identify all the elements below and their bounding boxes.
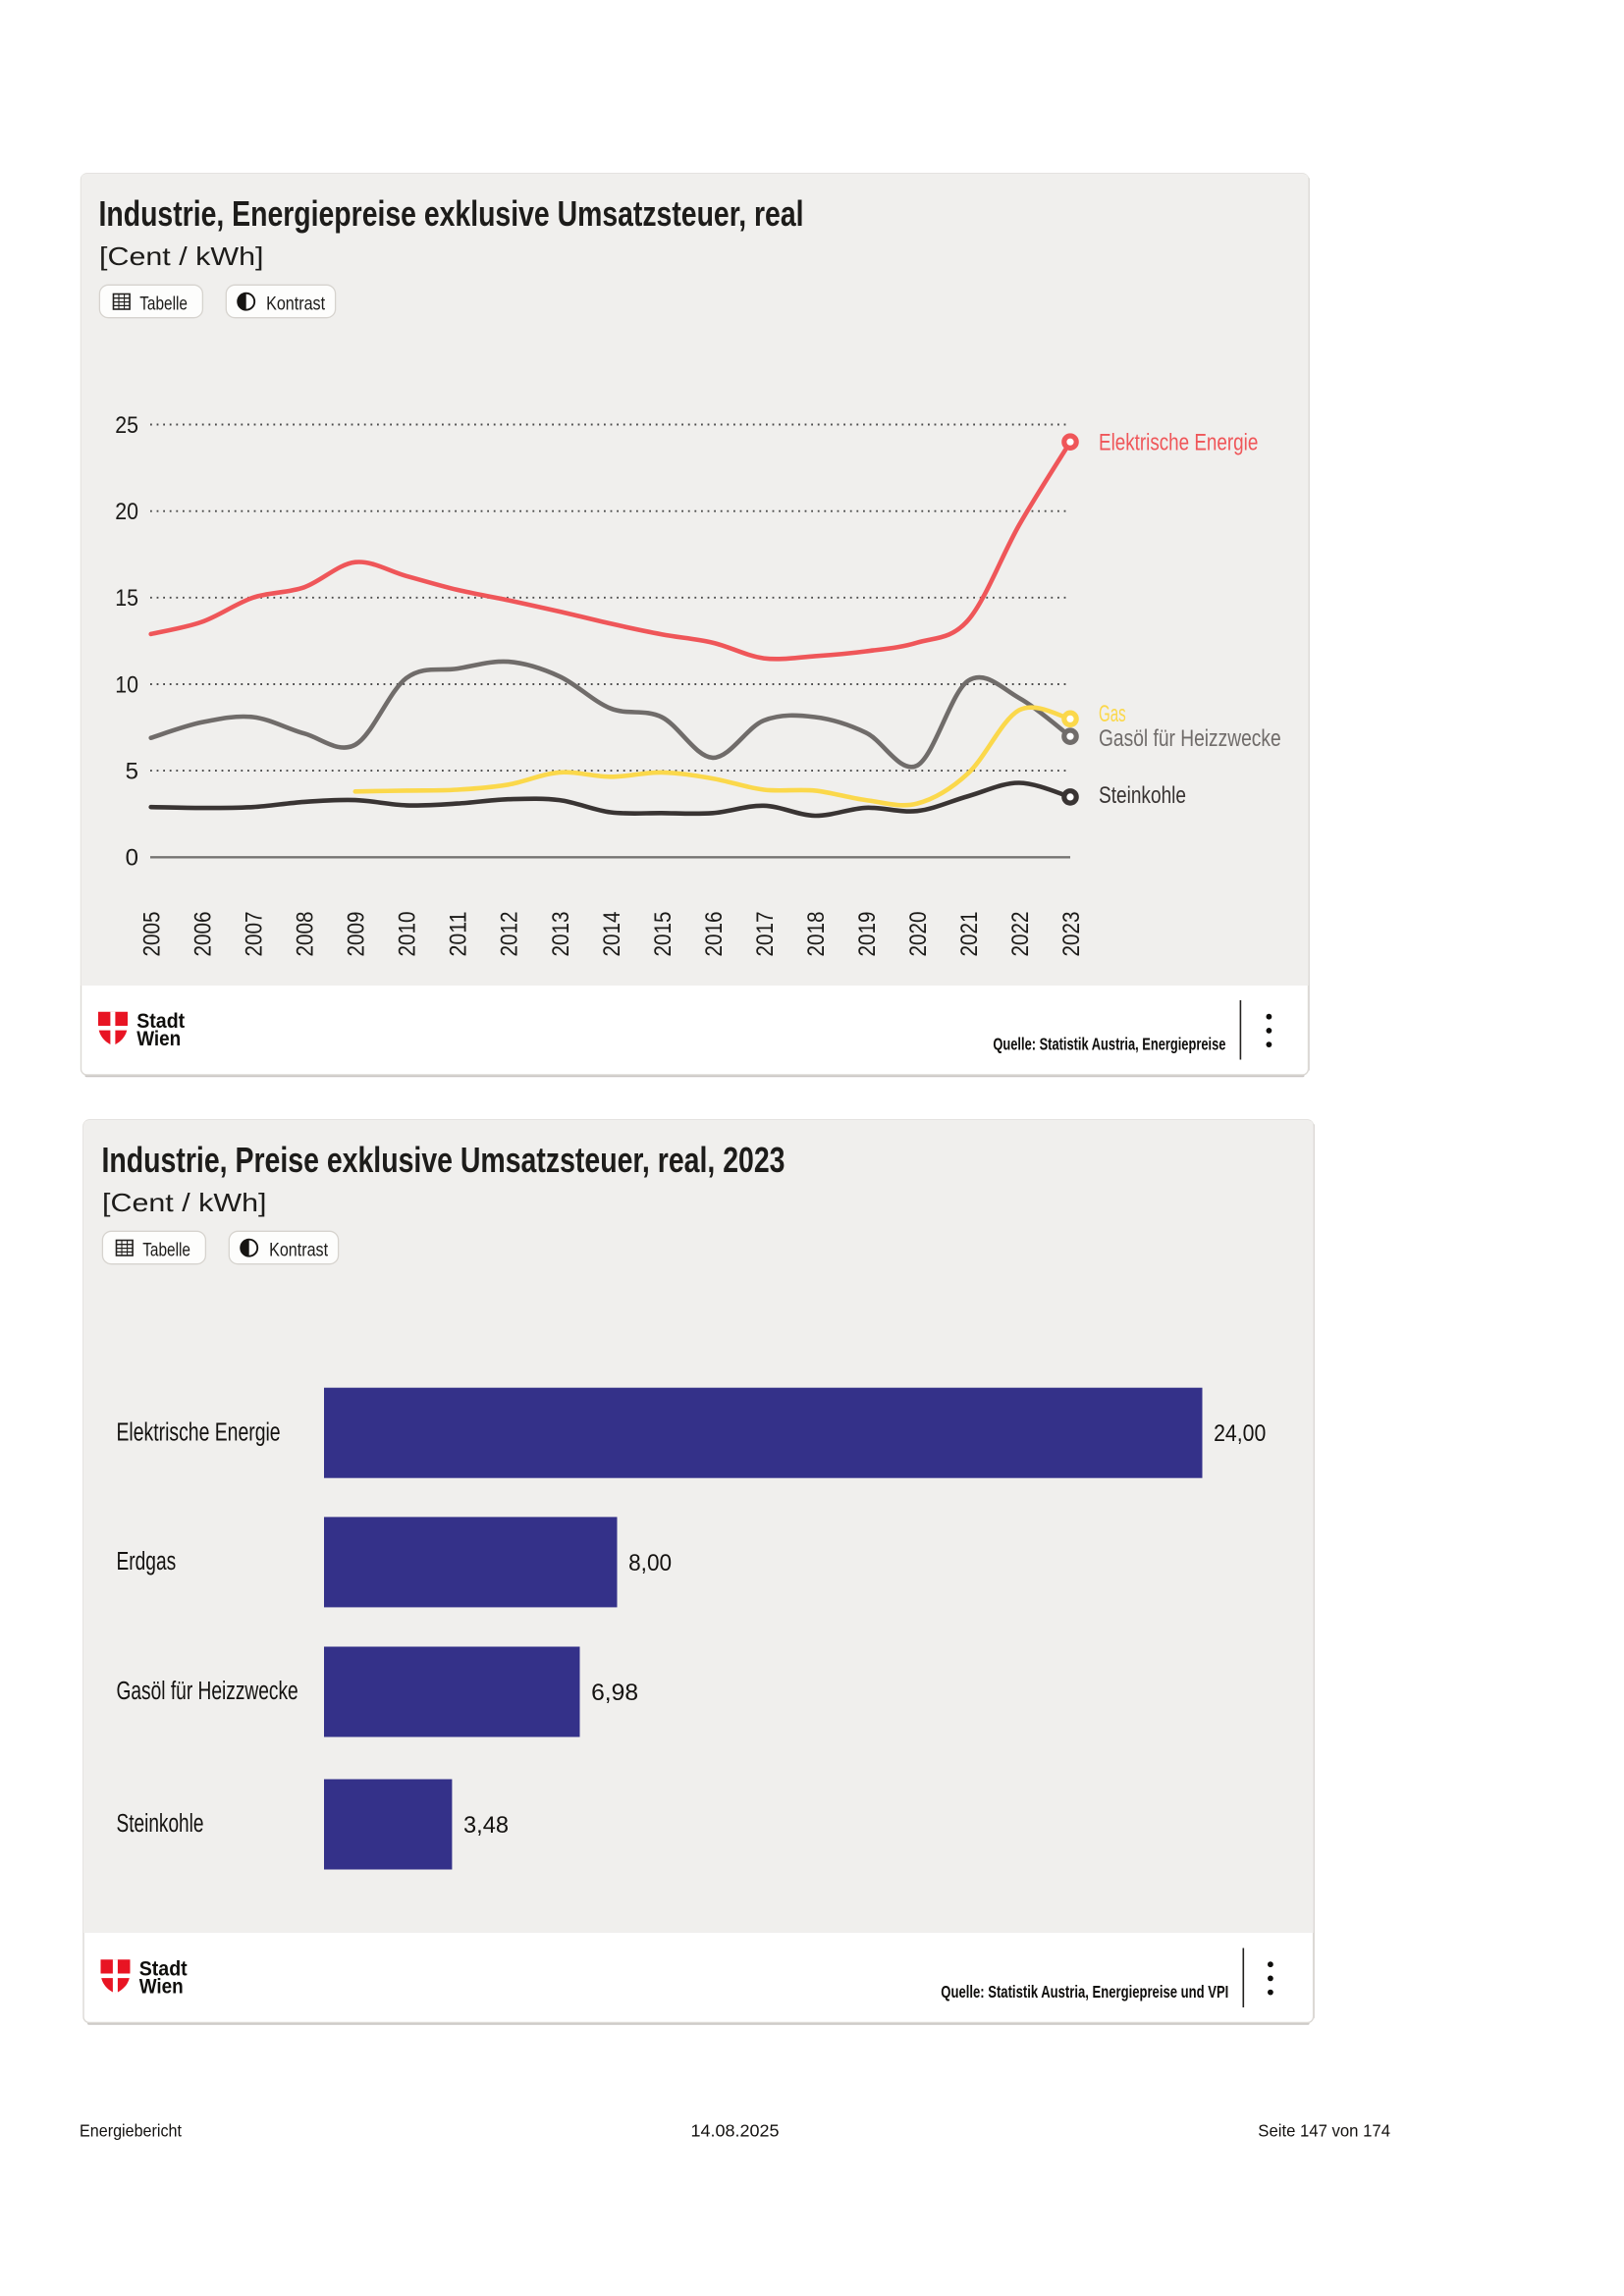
svg-text:2012: 2012: [497, 912, 523, 957]
svg-text:Elektrische Energie: Elektrische Energie: [1099, 429, 1258, 455]
svg-text:15: 15: [115, 585, 138, 612]
svg-text:2006: 2006: [190, 912, 217, 957]
svg-text:14.08.2025: 14.08.2025: [691, 2121, 780, 2141]
svg-text:Wien: Wien: [136, 1028, 181, 1050]
svg-text:2018: 2018: [803, 912, 830, 957]
svg-text:Energiebericht: Energiebericht: [80, 2121, 182, 2141]
svg-text:6,98: 6,98: [591, 1680, 638, 1706]
svg-text:2013: 2013: [548, 912, 574, 957]
svg-text:20: 20: [115, 499, 138, 525]
svg-text:8,00: 8,00: [628, 1550, 672, 1576]
svg-text:Gas: Gas: [1099, 701, 1126, 727]
svg-text:Wien: Wien: [139, 1976, 184, 1999]
svg-text:24,00: 24,00: [1214, 1420, 1266, 1447]
svg-text:3,48: 3,48: [463, 1812, 509, 1839]
svg-text:Stadt: Stadt: [136, 1010, 185, 1033]
svg-text:2007: 2007: [242, 912, 268, 957]
svg-text:Tabelle: Tabelle: [139, 294, 188, 315]
svg-text:Elektrische Energie: Elektrische Energie: [117, 1418, 281, 1446]
svg-text:2010: 2010: [395, 912, 421, 957]
svg-text:Gasöl für Heizzwecke: Gasöl für Heizzwecke: [117, 1678, 298, 1705]
svg-text:2008: 2008: [293, 912, 319, 957]
svg-text:Stadt: Stadt: [139, 1957, 188, 1980]
svg-text:Kontrast: Kontrast: [266, 294, 325, 315]
svg-text:Industrie, Preise exklusive Um: Industrie, Preise exklusive Umsatzsteuer…: [102, 1140, 785, 1180]
svg-text:Erdgas: Erdgas: [117, 1548, 177, 1575]
svg-text:Tabelle: Tabelle: [142, 1240, 190, 1261]
svg-text:2005: 2005: [139, 912, 166, 957]
svg-text:[Cent / kWh]: [Cent / kWh]: [102, 1188, 267, 1217]
svg-text:10: 10: [115, 671, 138, 698]
svg-text:2020: 2020: [905, 912, 932, 957]
svg-text:Seite 147 von 174: Seite 147 von 174: [1258, 2121, 1390, 2141]
svg-text:Quelle: Statistik Austria, Ene: Quelle: Statistik Austria, Energiepreise: [993, 1035, 1225, 1054]
svg-text:Industrie, Energiepreise exklu: Industrie, Energiepreise exklusive Umsat…: [99, 193, 804, 234]
svg-text:2021: 2021: [956, 912, 983, 957]
svg-text:2016: 2016: [701, 912, 728, 957]
svg-text:Kontrast: Kontrast: [269, 1240, 328, 1261]
svg-text:[Cent / kWh]: [Cent / kWh]: [99, 241, 264, 271]
svg-text:2022: 2022: [1007, 912, 1034, 957]
svg-text:0: 0: [126, 845, 138, 872]
svg-text:Steinkohle: Steinkohle: [117, 1810, 204, 1838]
svg-text:Gasöl für Heizzwecke: Gasöl für Heizzwecke: [1099, 725, 1281, 752]
svg-text:Steinkohle: Steinkohle: [1099, 782, 1186, 809]
svg-text:5: 5: [126, 758, 138, 784]
svg-text:2011: 2011: [446, 912, 472, 957]
svg-text:2017: 2017: [752, 912, 779, 957]
svg-text:2015: 2015: [650, 912, 677, 957]
svg-text:Quelle: Statistik Austria, Ene: Quelle: Statistik Austria, Energiepreise…: [941, 1982, 1228, 2002]
svg-text:25: 25: [115, 412, 138, 439]
svg-text:2009: 2009: [344, 912, 370, 957]
svg-text:2023: 2023: [1058, 912, 1085, 957]
svg-text:2019: 2019: [854, 912, 881, 957]
svg-text:2014: 2014: [599, 912, 625, 957]
